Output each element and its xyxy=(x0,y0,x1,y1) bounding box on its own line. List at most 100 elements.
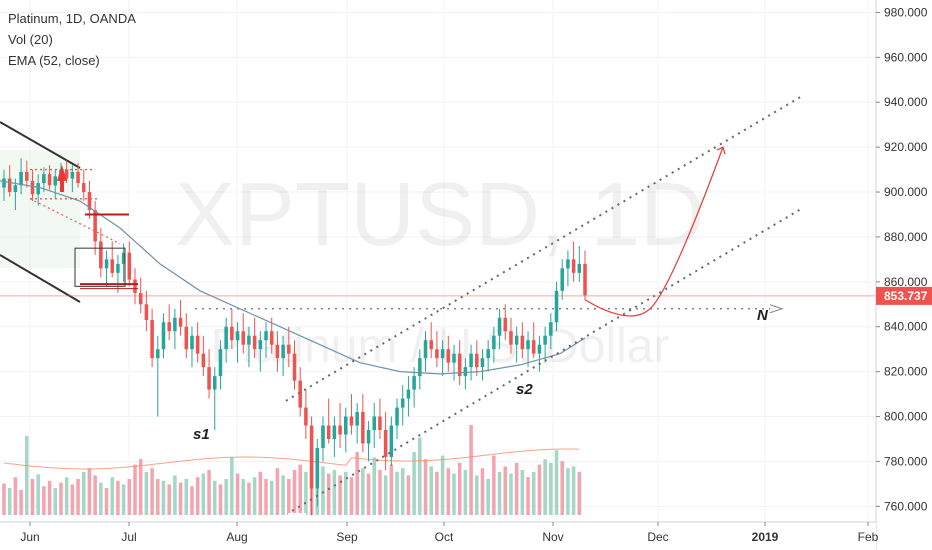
candle-body xyxy=(104,259,109,269)
up-arrow-icon xyxy=(57,165,67,193)
volume-bar xyxy=(212,480,217,515)
candle-body xyxy=(87,192,92,210)
volume-bar xyxy=(161,480,166,515)
candle-body xyxy=(161,322,166,350)
volume-bar xyxy=(59,482,63,515)
candle-body xyxy=(25,171,29,181)
time-label: Oct xyxy=(435,530,454,544)
time-label: Jun xyxy=(20,530,39,544)
chart-legend: Platinum, 1D, OANDA Vol (20) EMA (52, cl… xyxy=(8,8,136,71)
candle-body xyxy=(269,331,274,345)
n-label: N xyxy=(757,307,769,324)
candle-body xyxy=(19,171,23,186)
candle-body xyxy=(326,425,331,439)
candle-body xyxy=(224,326,228,350)
candle-body xyxy=(429,340,433,350)
volume-bar xyxy=(520,470,525,515)
candle-body xyxy=(452,353,456,363)
volume-bar xyxy=(47,480,52,515)
consolidation-zone xyxy=(0,150,80,268)
volume-bar xyxy=(7,488,12,515)
volume-bar xyxy=(400,468,405,515)
volume-bar xyxy=(378,470,382,515)
volume-bar xyxy=(127,479,132,515)
volume-bar xyxy=(173,475,177,515)
candle-body xyxy=(440,349,445,359)
projection-curve xyxy=(584,146,724,317)
candle-body xyxy=(53,176,58,186)
candle-body xyxy=(406,389,411,399)
candle-body xyxy=(156,349,160,359)
candle-body xyxy=(241,331,246,345)
candle-body xyxy=(343,416,348,435)
volume-bar xyxy=(492,455,496,515)
volume-bar xyxy=(446,468,451,515)
time-axis-bg xyxy=(0,522,876,550)
candle-body xyxy=(133,279,137,294)
candle-body xyxy=(167,322,171,332)
candle-body xyxy=(30,180,35,195)
volume-bar xyxy=(372,457,377,515)
candle-body xyxy=(252,335,257,350)
price-label: 780.000 xyxy=(884,454,928,468)
volume-bar xyxy=(406,475,411,515)
volume-bar xyxy=(355,452,359,515)
volume-bar xyxy=(526,477,530,515)
time-label: Dec xyxy=(647,530,668,544)
candle-body xyxy=(497,317,502,336)
candle-body xyxy=(332,425,337,439)
price-label: 820.000 xyxy=(884,365,928,379)
candle-body xyxy=(514,335,519,345)
candle-body xyxy=(110,259,114,273)
candle-body xyxy=(70,171,75,179)
time-label: Nov xyxy=(542,530,563,544)
candle-body xyxy=(195,335,200,354)
legend-ema[interactable]: EMA (52, close) xyxy=(8,53,100,68)
volume-bar xyxy=(457,462,462,515)
price-label: 840.000 xyxy=(884,320,928,334)
candle-body xyxy=(150,320,154,359)
candle-body xyxy=(81,183,86,193)
time-label: Feb xyxy=(858,530,879,544)
legend-volume[interactable]: Vol (20) xyxy=(8,32,53,47)
candle-body xyxy=(212,376,217,390)
range-box xyxy=(74,247,126,287)
candle-body xyxy=(577,263,582,273)
candle-body xyxy=(36,183,40,195)
price-label: 980.000 xyxy=(884,5,928,19)
candle-body xyxy=(435,349,439,359)
volume-bar xyxy=(497,471,502,515)
volume-bar xyxy=(247,482,251,515)
candle-body xyxy=(258,340,263,350)
volume-bar xyxy=(383,475,388,515)
volume-bar xyxy=(298,464,302,515)
volume-bar xyxy=(321,466,325,515)
price-label: 940.000 xyxy=(884,95,928,109)
volume-bar xyxy=(338,475,342,515)
candle-body xyxy=(47,174,52,186)
volume-bar xyxy=(42,486,46,515)
price-label: 960.000 xyxy=(884,50,928,64)
volume-bar xyxy=(99,482,103,515)
downtrend-line-upper xyxy=(0,121,81,169)
candle-body xyxy=(64,169,69,179)
candle-body xyxy=(7,178,12,193)
volume-bar xyxy=(264,479,268,515)
candle-body xyxy=(315,447,320,489)
candle-body xyxy=(486,349,490,359)
candle-body xyxy=(287,344,291,354)
candle-body xyxy=(99,241,103,269)
volume-bar xyxy=(275,468,280,515)
watermark-symbol: XPTUSD, 1D xyxy=(175,165,705,265)
time-label: Jul xyxy=(121,530,136,544)
candle-body xyxy=(42,174,46,184)
volume-bar xyxy=(577,471,582,515)
volume-bar xyxy=(25,435,29,515)
candle-body xyxy=(218,349,223,377)
volume-bar xyxy=(218,484,223,515)
volume-bar xyxy=(81,471,86,515)
volume-ma-line xyxy=(3,448,580,470)
candle-body xyxy=(480,358,485,368)
legend-symbol[interactable]: Platinum, 1D, OANDA xyxy=(8,11,136,26)
